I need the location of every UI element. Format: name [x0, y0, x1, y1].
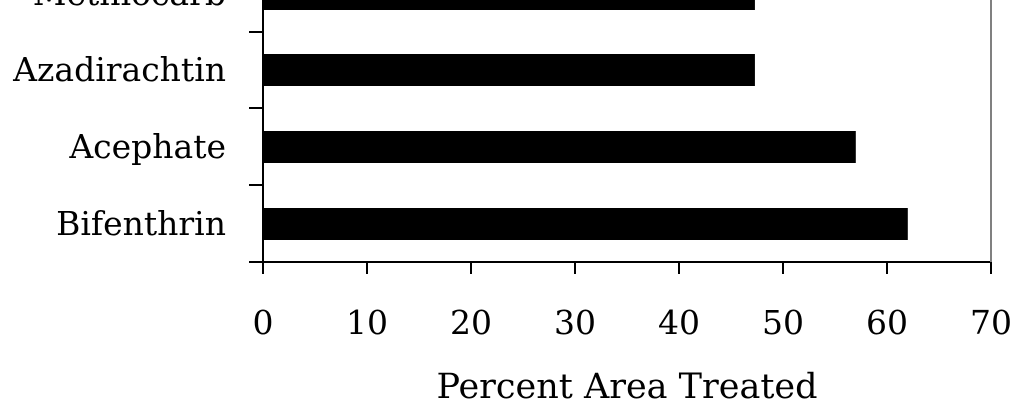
x-tick-label-40: 40 [658, 303, 700, 342]
x-tick-label-10: 10 [346, 303, 388, 342]
bar-acephate [263, 131, 856, 163]
x-tick-label-50: 50 [762, 303, 804, 342]
category-labels: Methiocarb Azadirachtin Acephate Bifenthrin [12, 0, 226, 243]
x-tick-label-30: 30 [554, 303, 596, 342]
bars-group [249, 0, 908, 240]
category-label-bifenthrin: Bifenthrin [56, 204, 226, 243]
bar-methiocarb [263, 0, 755, 10]
x-tick-label-60: 60 [866, 303, 908, 342]
x-tick-label-0: 0 [253, 303, 274, 342]
category-label-methiocarb: Methiocarb [33, 0, 226, 13]
bar-bifenthrin [263, 208, 908, 240]
x-axis-label: Percent Area Treated [436, 367, 817, 406]
bar-azadirachtin [263, 54, 755, 86]
x-tick-label-70: 70 [970, 303, 1012, 342]
category-label-azadirachtin: Azadirachtin [12, 50, 226, 89]
x-ticks: 0 10 20 30 40 50 60 70 [253, 262, 1012, 342]
category-label-acephate: Acephate [68, 127, 226, 166]
x-tick-label-20: 20 [450, 303, 492, 342]
